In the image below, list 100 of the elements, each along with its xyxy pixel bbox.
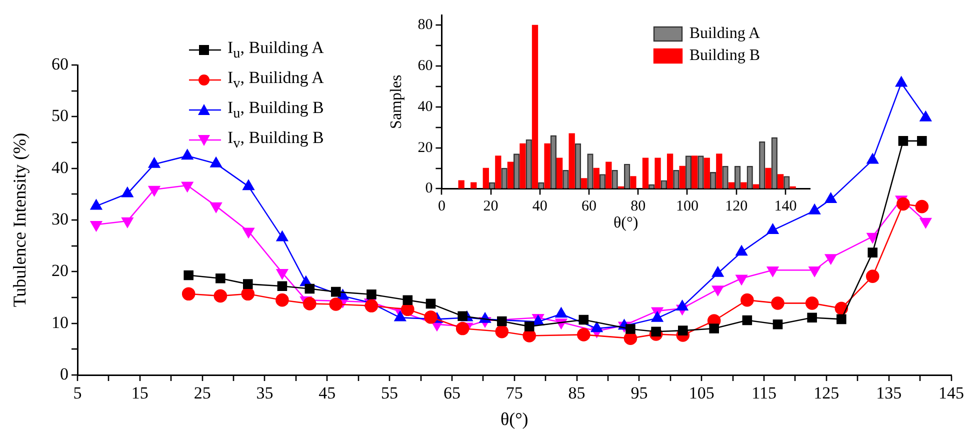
x-tick-label: 60 — [582, 198, 597, 215]
point — [424, 310, 438, 324]
point — [676, 300, 688, 310]
point — [426, 298, 436, 309]
x-tick-label: 75 — [506, 384, 523, 403]
x-tick-label: 35 — [256, 384, 274, 403]
point — [740, 293, 754, 307]
bar — [630, 176, 636, 189]
point — [303, 297, 316, 310]
x-tick-label: 115 — [752, 384, 776, 403]
y-tick-label: 60 — [52, 54, 68, 74]
point — [866, 270, 880, 283]
x-tick-label: 25 — [194, 384, 211, 403]
x-tick-label: 145 — [938, 384, 964, 403]
point — [920, 111, 932, 122]
point — [458, 311, 468, 321]
bar — [568, 133, 575, 189]
y-tick-label: 50 — [52, 106, 68, 126]
legend-label: I$_{v}$, Building B — [228, 128, 324, 152]
point — [712, 266, 724, 277]
bar — [704, 158, 710, 189]
point — [736, 245, 748, 256]
bar — [495, 156, 502, 189]
x-tick-label: 5 — [73, 384, 82, 403]
x-axis-title: θ(°) — [613, 214, 638, 232]
bar — [482, 168, 489, 189]
bar — [654, 158, 661, 189]
bar — [777, 174, 784, 189]
bar — [790, 186, 796, 189]
point — [917, 136, 927, 146]
point — [456, 322, 470, 336]
x-tick-label: 125 — [814, 384, 840, 403]
point — [329, 298, 343, 311]
y-axis-title: Samples — [388, 74, 405, 129]
x-tick-label: 20 — [483, 198, 498, 215]
x-tick-label: 140 — [774, 198, 797, 215]
point — [866, 153, 878, 164]
bar — [740, 182, 747, 189]
bar — [692, 156, 698, 189]
bar — [679, 166, 686, 189]
point — [898, 136, 908, 146]
point — [824, 192, 837, 203]
point — [555, 307, 568, 318]
point — [184, 270, 194, 280]
bar — [765, 168, 772, 189]
bar — [728, 182, 735, 189]
point — [277, 281, 288, 292]
point — [868, 248, 878, 258]
bar — [470, 182, 477, 189]
point — [242, 180, 254, 190]
bar — [544, 143, 550, 189]
x-tick-label: 0 — [438, 198, 446, 215]
y-tick-label: 40 — [418, 98, 433, 115]
point — [896, 197, 910, 211]
y-tick-label: 60 — [418, 58, 433, 74]
point — [276, 230, 288, 242]
point — [495, 324, 509, 338]
x-tick-label: 95 — [630, 384, 648, 403]
point — [709, 324, 719, 334]
point — [807, 312, 817, 323]
point — [210, 157, 222, 168]
bar — [606, 162, 612, 189]
point — [772, 319, 783, 330]
point — [651, 312, 664, 322]
legend-label: I$_{u}$, Building B — [228, 98, 324, 122]
y-axis-title: Tubulence Intensity (%) — [10, 132, 30, 308]
point — [590, 322, 603, 332]
bar — [458, 180, 464, 189]
point — [895, 76, 908, 87]
y-tick-label: 0 — [425, 180, 433, 197]
legend-label: I$_{u}$, Building A — [228, 38, 324, 62]
x-tick-label: 85 — [568, 384, 586, 403]
x-axis-title: θ(°) — [500, 408, 528, 429]
point — [90, 199, 102, 210]
bar — [666, 154, 674, 189]
point — [304, 284, 315, 294]
point — [805, 296, 819, 310]
point — [742, 315, 752, 326]
point — [577, 328, 590, 342]
point — [122, 187, 134, 198]
legend-label: Building B — [689, 47, 760, 66]
y-tick-label: 20 — [418, 140, 433, 156]
point — [766, 224, 779, 234]
y-tick-label: 10 — [52, 312, 68, 332]
y-tick-label: 40 — [52, 158, 68, 177]
point — [915, 200, 929, 214]
bar — [642, 158, 649, 189]
point — [402, 295, 413, 305]
y-tick-label: 0 — [60, 364, 68, 384]
point — [678, 326, 688, 336]
y-tick-label: 30 — [52, 209, 68, 228]
bar — [593, 168, 600, 189]
point — [626, 324, 636, 334]
x-tick-label: 80 — [630, 198, 646, 215]
point — [181, 149, 194, 160]
x-tick-label: 45 — [318, 384, 336, 403]
point — [836, 314, 846, 324]
bar — [507, 162, 514, 189]
legend-label: I$_{v}$, Builidng A — [228, 68, 324, 92]
point — [241, 287, 255, 301]
